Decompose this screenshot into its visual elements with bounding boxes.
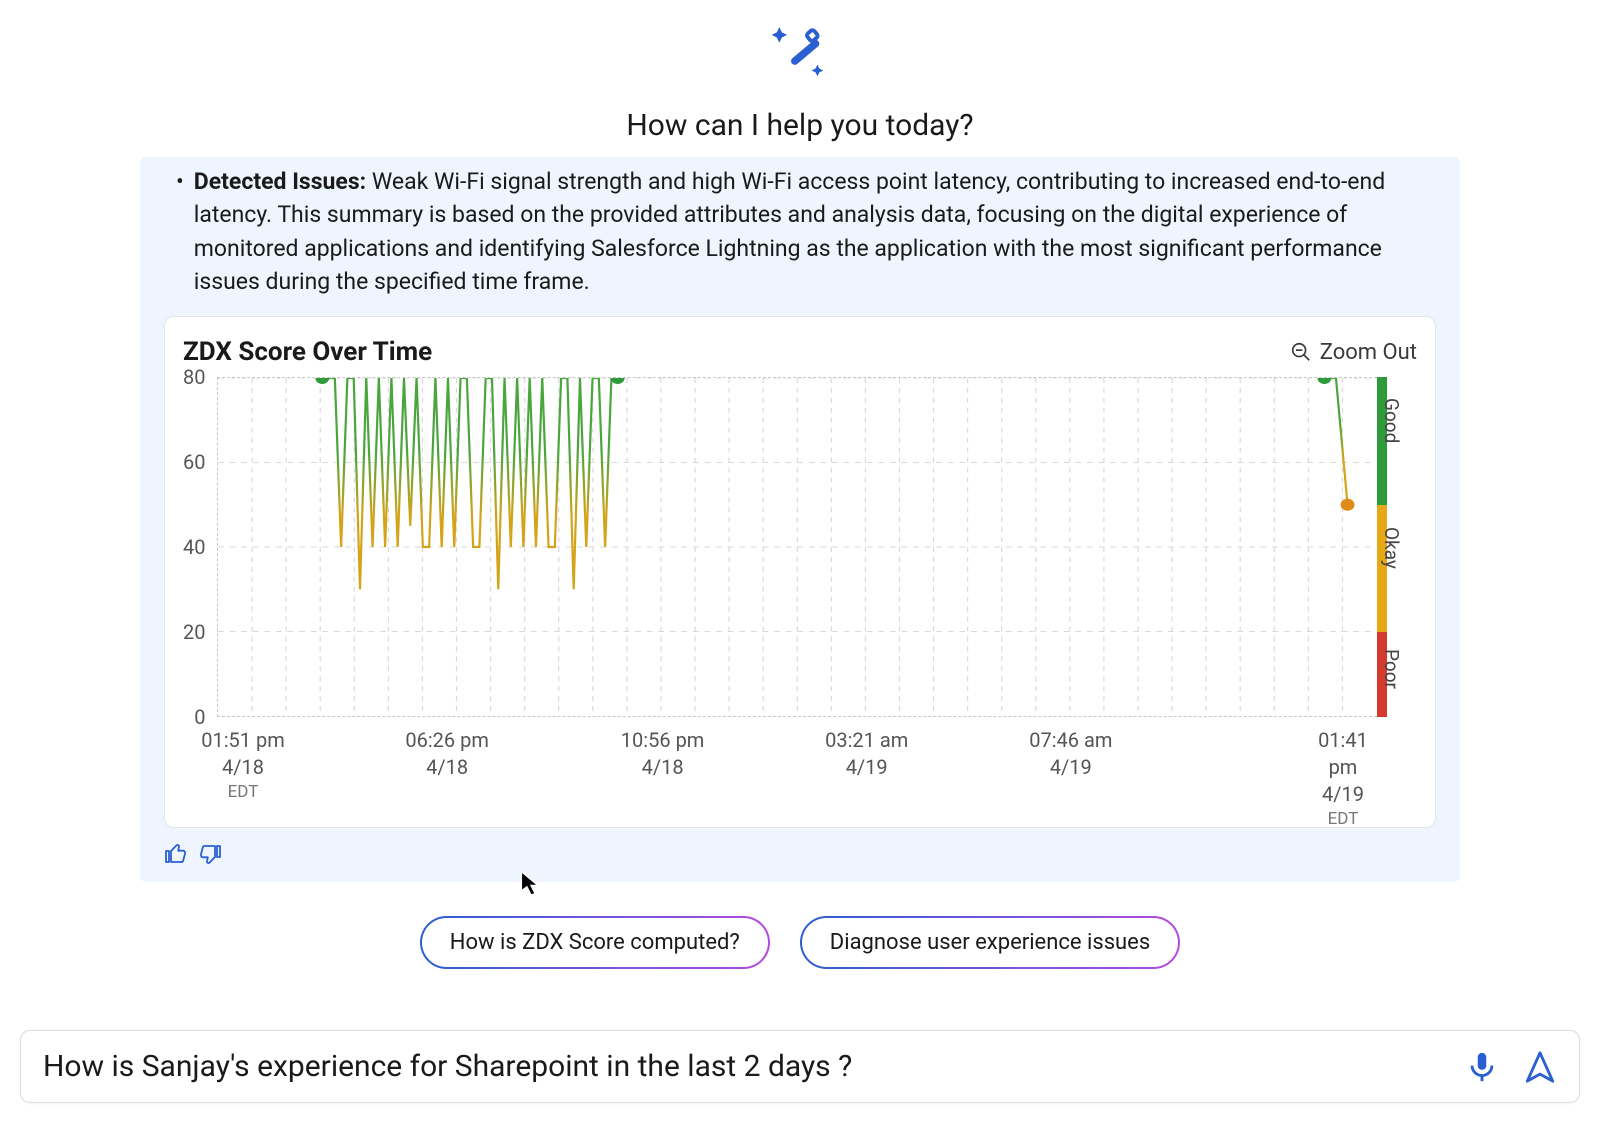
assistant-prompt: How can I help you today?	[20, 108, 1580, 143]
quality-label: Okay	[1380, 527, 1403, 569]
x-tick: 01:41 pm4/19EDT	[1318, 727, 1368, 831]
quality-label: Good	[1380, 398, 1403, 443]
magic-wand-icon	[769, 22, 831, 88]
bullet-text: Detected Issues: Weak Wi-Fi signal stren…	[194, 165, 1424, 298]
chart-header: ZDX Score Over Time Zoom Out	[183, 337, 1417, 367]
chart-title: ZDX Score Over Time	[183, 337, 432, 367]
zoom-out-button[interactable]: Zoom Out	[1290, 340, 1417, 365]
thumbs-down-icon[interactable]	[198, 842, 222, 866]
x-axis: 01:51 pm4/18EDT06:26 pm4/1810:56 pm4/180…	[243, 727, 1377, 813]
suggestion-chip-2[interactable]: Diagnose user experience issues	[800, 916, 1180, 969]
zoom-out-label: Zoom Out	[1320, 340, 1417, 365]
bullet-dot: •	[176, 165, 184, 198]
response-panel: • Detected Issues: Weak Wi-Fi signal str…	[140, 157, 1460, 882]
chat-input-text[interactable]: How is Sanjay's experience for Sharepoin…	[43, 1049, 1465, 1084]
x-tick: 07:46 am4/19	[1029, 727, 1112, 781]
zdx-chart-card: ZDX Score Over Time Zoom Out 806040200 G…	[164, 316, 1436, 828]
x-tick: 06:26 pm4/18	[405, 727, 489, 781]
y-axis: 806040200	[183, 377, 217, 717]
chat-input-bar[interactable]: How is Sanjay's experience for Sharepoin…	[20, 1030, 1580, 1103]
chat-input-icons	[1465, 1050, 1557, 1084]
detected-issues-bullet: • Detected Issues: Weak Wi-Fi signal str…	[164, 165, 1436, 298]
x-tick: 10:56 pm4/18	[621, 727, 705, 781]
assistant-header: How can I help you today?	[20, 22, 1580, 143]
plot-area[interactable]	[217, 377, 1377, 717]
thumbs-up-icon[interactable]	[164, 842, 188, 866]
quality-label: Poor	[1380, 649, 1403, 689]
suggestion-chip-1[interactable]: How is ZDX Score computed?	[420, 916, 770, 969]
chart-body[interactable]: 806040200 GoodOkayPoor	[183, 377, 1417, 717]
bullet-label: Detected Issues:	[194, 168, 366, 195]
send-icon[interactable]	[1523, 1050, 1557, 1084]
x-tick: 03:21 am4/19	[825, 727, 908, 781]
mouse-cursor	[520, 870, 542, 898]
quality-labels: GoodOkayPoor	[1387, 377, 1417, 717]
bullet-body: Weak Wi-Fi signal strength and high Wi-F…	[194, 168, 1385, 295]
suggestion-row: How is ZDX Score computed? Diagnose user…	[20, 916, 1580, 969]
chart-svg	[218, 378, 1377, 716]
microphone-icon[interactable]	[1465, 1050, 1499, 1084]
feedback-row	[164, 842, 1436, 866]
zoom-out-icon	[1290, 341, 1312, 363]
x-tick: 01:51 pm4/18EDT	[201, 727, 285, 804]
